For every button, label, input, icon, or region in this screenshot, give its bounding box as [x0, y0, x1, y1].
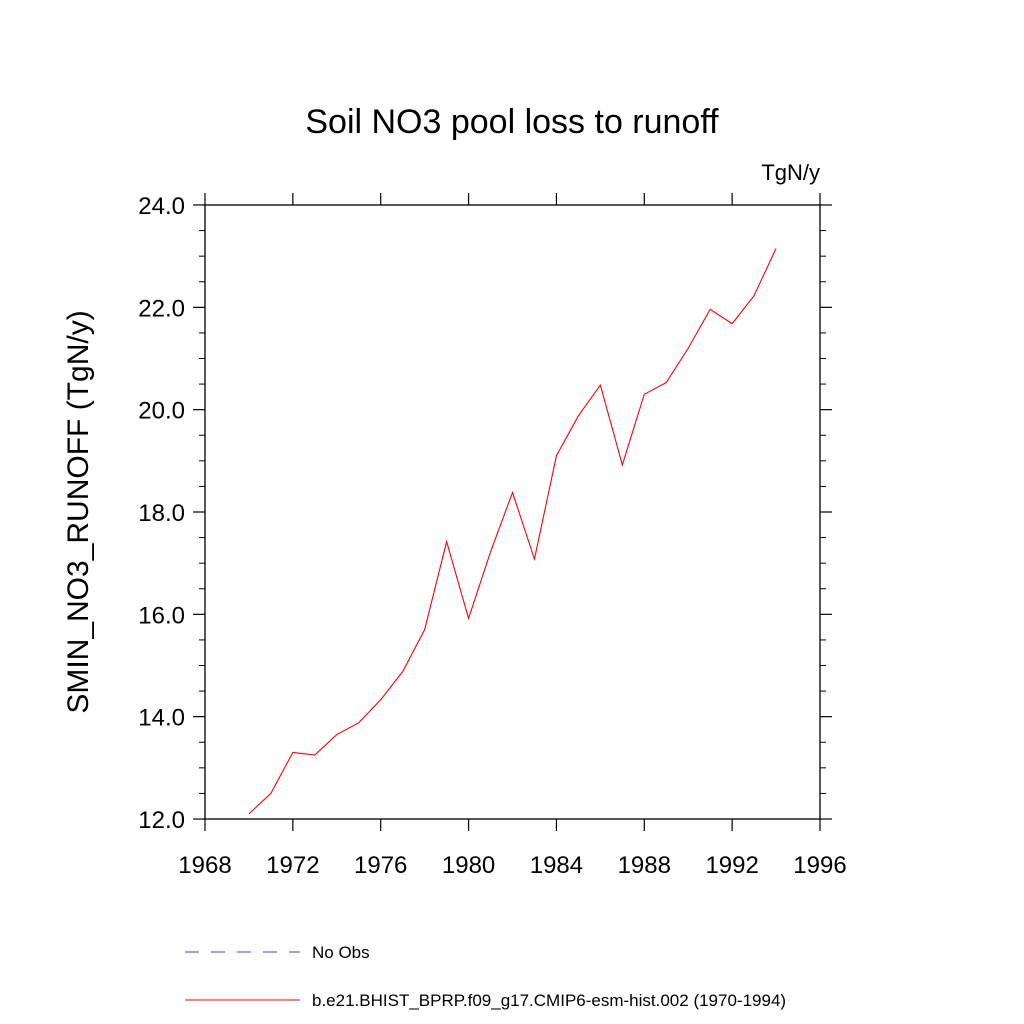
- y-tick-label: 12.0: [138, 807, 185, 834]
- x-tick-label: 1996: [793, 852, 846, 879]
- x-tick-label: 1968: [178, 852, 231, 879]
- x-tick-label: 1972: [266, 852, 319, 879]
- x-tick-label: 1980: [442, 852, 495, 879]
- plot-frame: [204, 204, 821, 820]
- y-tick-label: 16.0: [138, 602, 185, 629]
- legend-label: b.e21.BHIST_BPRP.f09_g17.CMIP6-esm-hist.…: [312, 991, 786, 1010]
- chart-title: Soil NO3 pool loss to runoff: [305, 103, 719, 141]
- y-tick-label: 20.0: [138, 398, 185, 425]
- series-group: [248, 248, 777, 815]
- series-line: [248, 248, 777, 815]
- y-tick-label: 24.0: [138, 193, 185, 220]
- x-tick-label: 1976: [354, 852, 407, 879]
- y-tick-label: 22.0: [138, 295, 185, 322]
- y-axis-label: SMIN_NO3_RUNOFF (TgN/y): [62, 310, 95, 713]
- y-tick-label: 14.0: [138, 705, 185, 732]
- x-tick-label: 1984: [530, 852, 583, 879]
- y-tick-label: 18.0: [138, 500, 185, 527]
- x-tick-label: 1988: [618, 852, 671, 879]
- axis-ticks: 1968 1972 1976 1980 1984 1988 1992 1996 12.0 14.0…: [138, 193, 847, 879]
- units-label: TgN/y: [761, 160, 820, 185]
- x-tick-label: 1992: [705, 852, 758, 879]
- legend: No Obs b.e21.BHIST_BPRP.f09_g17.CMIP6-esm…: [185, 943, 786, 1010]
- legend-label: No Obs: [312, 943, 370, 962]
